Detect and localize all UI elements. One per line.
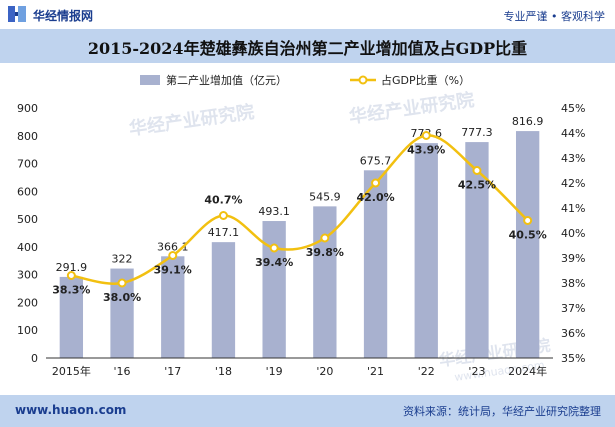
bar	[515, 131, 540, 358]
y-left-tick-label: 900	[17, 102, 38, 115]
footer-source: 资料来源：统计局，华经产业研究院整理	[403, 405, 601, 418]
x-tick-label: '20	[316, 365, 333, 378]
line-value-label: 43.9%	[407, 144, 445, 157]
footer-bar: www.huaon.com 资料来源：统计局，华经产业研究院整理	[0, 395, 615, 427]
tagline: 专业严谨 • 客观科学	[503, 10, 605, 23]
y-left-tick-label: 500	[17, 213, 38, 226]
y-right-tick-label: 37%	[561, 302, 585, 315]
bar	[262, 221, 286, 358]
y-right-tick-label: 39%	[561, 252, 585, 265]
line-value-label: 42.0%	[356, 191, 394, 204]
y-right-tick-label: 38%	[561, 277, 585, 290]
y-right-tick-label: 35%	[561, 352, 585, 365]
line-point	[269, 243, 279, 253]
line-value-label: 40.7%	[204, 194, 242, 207]
line-point	[117, 278, 127, 288]
line-point	[523, 216, 533, 225]
x-tick-label: '23	[468, 365, 485, 378]
y-left-tick-label: 400	[17, 241, 38, 254]
y-left-tick-label: 100	[17, 324, 38, 337]
y-left-tick-label: 600	[17, 185, 38, 198]
bar-value-label: 322	[112, 253, 133, 266]
x-tick-label: '21	[367, 365, 384, 378]
x-tick-label: '19	[266, 365, 283, 378]
bar-value-label: 493.1	[258, 205, 290, 218]
hj-logo-icon	[8, 6, 26, 22]
x-tick-label: 2024年	[508, 364, 547, 378]
x-tick-label: '22	[418, 365, 435, 378]
bar-value-label: 777.3	[461, 126, 493, 139]
y-right-tick-label: 36%	[561, 327, 585, 340]
chart: 华经产业研究院 华经产业研究院华经产业研究院www.huaon.com第二产业增加…	[17, 73, 585, 384]
line-point	[218, 211, 228, 220]
legend-line-label: 占GDP比重（%）	[381, 73, 470, 87]
line-point	[320, 233, 330, 243]
bar	[313, 206, 337, 358]
bar	[110, 268, 134, 358]
chart-title: 2015-2024年楚雄彝族自治州第二产业增加值及占GDP比重	[87, 39, 528, 58]
bar	[363, 170, 388, 358]
legend-bar-swatch	[140, 75, 160, 85]
bar	[161, 256, 185, 358]
line-point	[472, 166, 482, 175]
y-left-tick-label: 300	[17, 269, 38, 282]
line-point	[66, 271, 76, 280]
legend-bar-label: 第二产业增加值（亿元）	[166, 73, 287, 87]
bar-value-label: 816.9	[512, 115, 544, 128]
title-bar: 2015-2024年楚雄彝族自治州第二产业增加值及占GDP比重	[0, 29, 615, 63]
line-value-label: 42.5%	[458, 179, 496, 192]
line-value-label: 40.5%	[509, 229, 547, 242]
bar-value-label: 675.7	[360, 154, 392, 167]
y-right-tick-label: 42%	[561, 177, 585, 190]
line-value-label: 39.4%	[255, 256, 293, 269]
line-point	[371, 178, 381, 188]
gdp-share-line	[71, 134, 529, 285]
y-right-tick-label: 40%	[561, 227, 585, 240]
bar	[59, 276, 84, 358]
x-tick-label: '17	[164, 365, 181, 378]
line-value-label: 38.3%	[52, 284, 90, 297]
line-point	[421, 131, 431, 140]
top-bar: 华经情报网 专业严谨 • 客观科学	[0, 0, 615, 28]
line-point	[168, 251, 178, 260]
bar-value-label: 291.9	[56, 261, 88, 274]
bar	[414, 143, 438, 358]
y-right-tick-label: 44%	[561, 127, 585, 140]
footer-url: www.huaon.com	[15, 403, 127, 417]
y-left-tick-label: 800	[17, 130, 38, 143]
y-right-tick-label: 41%	[561, 202, 585, 215]
y-right-tick-label: 45%	[561, 102, 585, 115]
x-tick-label: '16	[114, 365, 131, 378]
line-value-label: 39.1%	[154, 264, 192, 277]
x-tick-label: 2015年	[52, 364, 91, 378]
line-value-label: 38.0%	[103, 291, 141, 304]
site-name: 华经情报网	[33, 9, 94, 23]
bar	[465, 142, 489, 358]
line-value-label: 39.8%	[306, 246, 344, 259]
watermark-text: 华经产业研究院	[348, 89, 476, 128]
y-left-tick-label: 200	[17, 296, 38, 309]
bar-value-label: 417.1	[208, 226, 240, 239]
watermark-text: 华经产业研究院	[128, 101, 256, 140]
bar-value-label: 545.9	[309, 190, 341, 203]
x-tick-label: '18	[215, 365, 232, 378]
y-right-tick-label: 43%	[561, 152, 585, 165]
legend-line-marker	[358, 75, 368, 85]
y-left-tick-label: 0	[31, 352, 38, 365]
y-left-tick-label: 700	[17, 158, 38, 171]
bar	[211, 242, 236, 358]
